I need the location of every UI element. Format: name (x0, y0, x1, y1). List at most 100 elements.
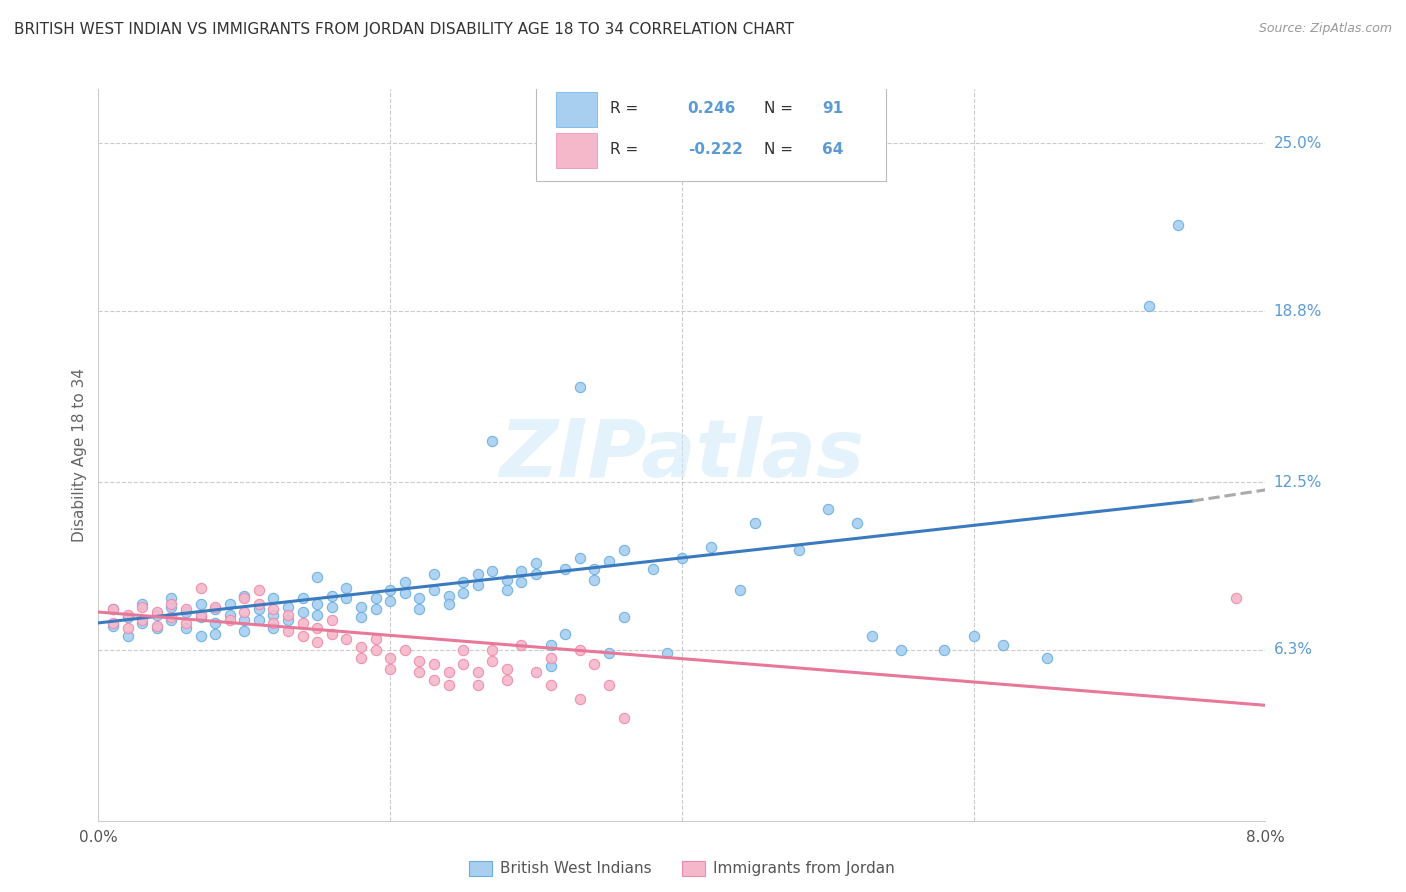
Point (540, 651, 562, 665)
Point (583, 657, 606, 671)
Point (291, 615, 314, 630)
Point (510, 575, 533, 590)
Point (131, 613, 153, 627)
Point (554, 562, 576, 576)
Point (146, 621, 169, 635)
Point (408, 591, 430, 606)
Text: 18.8%: 18.8% (1274, 304, 1322, 318)
Point (307, 570, 329, 584)
Point (437, 678, 460, 692)
FancyBboxPatch shape (555, 133, 596, 169)
Point (467, 567, 489, 582)
Point (451, 643, 474, 657)
Point (291, 605, 314, 619)
Text: 0.246: 0.246 (688, 102, 737, 117)
Point (540, 638, 562, 652)
Point (1137, 299, 1160, 313)
Point (481, 643, 503, 657)
Point (174, 602, 197, 616)
Point (101, 618, 124, 632)
Text: R =: R = (610, 143, 638, 157)
Point (496, 662, 519, 676)
Text: 64: 64 (823, 143, 844, 157)
Point (583, 562, 606, 576)
Point (307, 607, 329, 622)
Point (233, 605, 256, 619)
Point (117, 629, 139, 643)
Point (117, 621, 139, 635)
Point (423, 583, 446, 598)
Point (321, 589, 343, 603)
Point (641, 562, 664, 576)
Point (394, 586, 416, 600)
Point (101, 615, 124, 630)
Point (451, 575, 474, 590)
Point (277, 624, 299, 638)
Point (233, 589, 256, 603)
Point (554, 626, 576, 640)
Point (598, 646, 620, 660)
Point (378, 651, 402, 665)
Point (845, 516, 868, 530)
Point (277, 613, 299, 627)
Point (1035, 651, 1057, 665)
Point (524, 567, 547, 582)
Point (378, 583, 402, 598)
Point (1167, 218, 1189, 232)
Point (204, 599, 226, 614)
Point (408, 602, 430, 616)
Text: BRITISH WEST INDIAN VS IMMIGRANTS FROM JORDAN DISABILITY AGE 18 TO 34 CORRELATIO: BRITISH WEST INDIAN VS IMMIGRANTS FROM J… (14, 22, 794, 37)
Text: N =: N = (763, 102, 793, 117)
Point (540, 678, 562, 692)
Point (860, 629, 883, 643)
Point (467, 678, 489, 692)
Point (277, 599, 299, 614)
Point (262, 615, 284, 630)
Point (568, 550, 591, 565)
Point (991, 638, 1014, 652)
Point (364, 591, 387, 606)
Point (174, 615, 197, 630)
Point (364, 602, 387, 616)
Point (394, 575, 416, 590)
Text: N =: N = (763, 143, 793, 157)
Point (437, 665, 460, 679)
Point (262, 591, 284, 606)
Point (890, 643, 912, 657)
Point (146, 607, 169, 622)
Point (321, 613, 343, 627)
Point (218, 597, 240, 611)
Point (612, 542, 634, 557)
Point (190, 607, 212, 622)
Point (146, 618, 169, 632)
Point (481, 654, 503, 668)
Point (524, 665, 547, 679)
Point (218, 607, 240, 622)
Point (131, 615, 153, 630)
FancyBboxPatch shape (555, 92, 596, 128)
Point (262, 607, 284, 622)
Point (612, 610, 634, 624)
Point (101, 602, 124, 616)
Point (160, 613, 183, 627)
Point (568, 643, 591, 657)
Point (423, 673, 446, 687)
Point (583, 573, 606, 587)
Point (335, 632, 357, 647)
Point (378, 662, 402, 676)
Point (160, 599, 183, 614)
Point (437, 597, 460, 611)
Point (174, 621, 197, 635)
Y-axis label: Disability Age 18 to 34: Disability Age 18 to 34 (72, 368, 87, 542)
Point (481, 434, 503, 449)
Point (190, 610, 212, 624)
Point (744, 516, 766, 530)
Point (598, 553, 620, 567)
Point (350, 599, 373, 614)
Point (131, 599, 153, 614)
Point (247, 583, 270, 598)
Point (568, 380, 591, 394)
Point (481, 565, 503, 579)
Point (247, 613, 270, 627)
Point (117, 607, 139, 622)
